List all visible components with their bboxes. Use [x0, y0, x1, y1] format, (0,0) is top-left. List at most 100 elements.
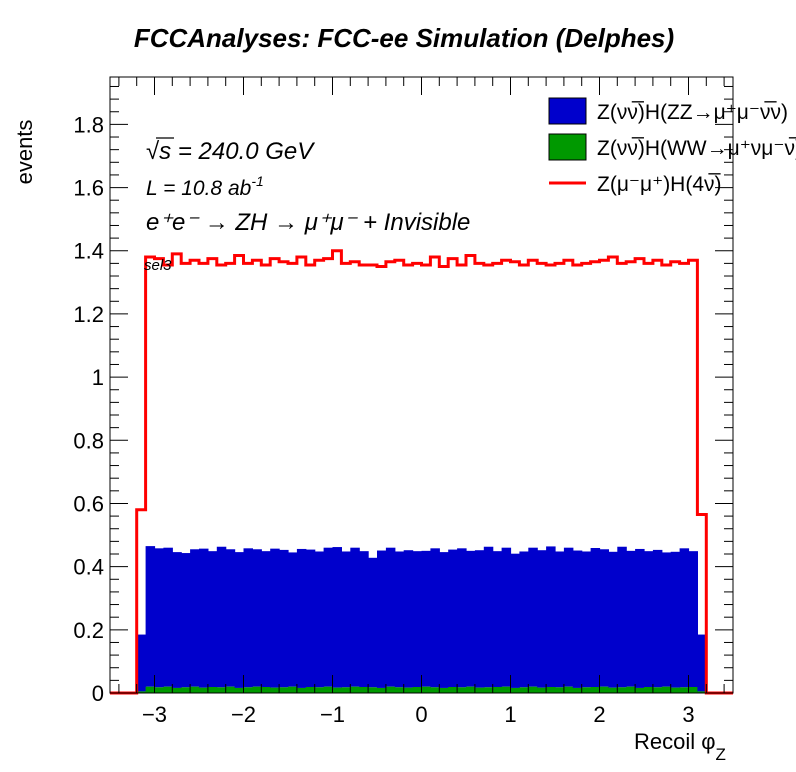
- bar-ww-bin-5: [181, 687, 191, 693]
- bar-ww-bin-9: [216, 687, 227, 693]
- bar-ww-bin-41: [501, 686, 512, 693]
- x-tick-label: 0: [415, 702, 427, 727]
- bar-zz-bin-60: [670, 551, 681, 688]
- bar-zz-bin-17: [288, 552, 298, 687]
- bar-ww-bin-3: [163, 686, 173, 693]
- y-tick-label: 0.6: [73, 491, 104, 516]
- luminosity-exponent: -1: [251, 173, 263, 189]
- bar-zz-bin-32: [421, 550, 431, 687]
- bar-zz-bin-55: [626, 550, 636, 687]
- bar-ww-bin-56: [635, 687, 645, 693]
- bar-zz-bin-11: [234, 552, 245, 688]
- bar-ww-bin-14: [261, 686, 271, 693]
- bar-ww-bin-26: [368, 687, 378, 693]
- bar-zz-bin-47: [555, 551, 565, 688]
- axes: −3 −2 −1 0 1 2 3 0 0.2 0.4 0.6 0.8 1 1.2 1.4 1.6 1.8: [73, 76, 734, 727]
- bar-ww-bin-34: [439, 687, 449, 693]
- bar-ww-bin-16: [279, 687, 289, 693]
- bar-zz-bin-49: [572, 550, 583, 688]
- bar-ww-bin-0: [136, 691, 147, 693]
- bar-zz-bin-51: [590, 548, 601, 687]
- x-axis-label-main: Recoil φ: [634, 729, 716, 754]
- bar-zz-bin-45: [537, 550, 547, 688]
- bar-ww-bin-53: [608, 687, 618, 693]
- bar-ww-bin-62: [688, 686, 698, 693]
- bar-zz-bin-61: [679, 548, 690, 688]
- bar-ww-bin-50: [581, 687, 592, 693]
- bar-zz-bin-16: [279, 549, 289, 688]
- bar-ww-bin-24: [350, 686, 360, 693]
- bar-ww-bin-58: [652, 687, 663, 693]
- legend-label-2: Z(μ⁻μ⁺)H(4ν̅): [597, 173, 722, 196]
- plot-area: [110, 249, 733, 695]
- bar-zz-bin-46: [546, 546, 556, 687]
- x-tick-label: −2: [231, 702, 256, 727]
- bar-zz-bin-31: [412, 551, 423, 687]
- selection-label: sel3: [144, 257, 172, 274]
- bar-ww-bin-15: [270, 687, 280, 693]
- legend-swatch-0: [548, 97, 587, 125]
- bar-zz-bin-22: [332, 547, 342, 688]
- bar-ww-bin-55: [626, 686, 636, 693]
- bar-zz-bin-54: [617, 546, 627, 688]
- bar-zz-bin-24: [350, 547, 360, 687]
- x-tick-label: −1: [320, 702, 345, 727]
- chart-title: FCCAnalyses: FCC-ee Simulation (Delphes): [134, 23, 674, 53]
- bar-ww-bin-29: [394, 687, 405, 693]
- bar-ww-bin-47: [555, 687, 565, 693]
- bar-zz-bin-53: [608, 551, 618, 688]
- bar-ww-bin-35: [448, 686, 458, 693]
- bar-zz-bin-5: [181, 553, 191, 688]
- x-tick-label: 1: [504, 702, 516, 727]
- bar-zz-bin-38: [474, 550, 485, 688]
- bar-ww-bin-1: [145, 686, 156, 693]
- y-tick-label: 1.4: [73, 239, 104, 264]
- bar-zz-bin-23: [341, 551, 351, 688]
- bar-ww-bin-11: [234, 687, 245, 693]
- y-tick-label: 0.8: [73, 428, 104, 453]
- bar-zz-bin-3: [163, 547, 173, 687]
- bar-ww-bin-8: [207, 686, 218, 693]
- legend-label-0: Z(νν̅)H(ZZ→μ⁺μ⁻ν̅ν): [597, 101, 788, 124]
- bar-zz-bin-0: [136, 634, 147, 692]
- bar-zz-bin-34: [439, 552, 449, 688]
- bar-ww-bin-61: [679, 687, 690, 693]
- bar-ww-bin-25: [359, 686, 369, 693]
- bar-zz-bin-18: [296, 548, 307, 688]
- bar-zz-bin-13: [252, 549, 262, 687]
- bar-zz-bin-7: [199, 548, 209, 688]
- bar-zz-bin-27: [377, 550, 387, 688]
- bar-ww-bin-19: [305, 686, 316, 693]
- bar-zz-bin-44: [528, 547, 538, 687]
- sqrt-s-label: √s = 240.0 GeV: [146, 138, 315, 165]
- y-tick-label: 1: [92, 365, 104, 390]
- bar-zz-bin-8: [207, 551, 218, 687]
- bar-zz-bin-9: [216, 546, 227, 688]
- annotations: √s = 240.0 GeV L = 10.8 ab-1 e⁺e⁻ → ZH →…: [144, 137, 470, 274]
- x-axis-label: Recoil φZ: [634, 729, 726, 764]
- bar-zz-bin-40: [492, 551, 503, 687]
- legend-swatch-1: [548, 133, 587, 161]
- bar-ww-bin-21: [323, 686, 334, 693]
- sqrt-s-radical: √: [146, 138, 160, 165]
- bar-ww-bin-59: [661, 686, 672, 693]
- bar-ww-bin-40: [492, 686, 503, 693]
- y-tick-label: 1.6: [73, 176, 104, 201]
- bar-zz-bin-50: [581, 551, 592, 688]
- bar-ww-bin-20: [314, 687, 325, 693]
- bar-zz-bin-29: [394, 551, 405, 688]
- bar-zz-bin-15: [270, 548, 280, 688]
- bar-zz-bin-1: [145, 546, 156, 687]
- y-tick-label: 1.8: [73, 112, 104, 137]
- bar-zz-bin-63: [697, 634, 707, 692]
- bar-ww-bin-2: [154, 687, 164, 693]
- y-axis-label: events: [12, 120, 37, 185]
- bar-ww-bin-12: [243, 687, 253, 693]
- bar-zz-bin-20: [314, 551, 325, 688]
- bar-ww-bin-22: [332, 687, 342, 693]
- bar-zz-bin-39: [483, 546, 494, 688]
- bar-ww-bin-49: [572, 687, 583, 693]
- x-tick-label: 3: [682, 702, 694, 727]
- bar-zz-bin-4: [172, 552, 182, 688]
